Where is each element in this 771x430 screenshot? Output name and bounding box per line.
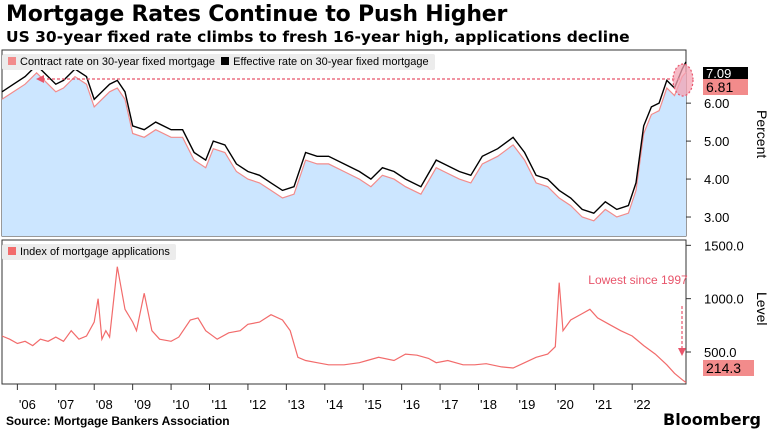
value-tag-contract: 6.81	[703, 79, 748, 95]
annotation-arrow-head	[678, 348, 686, 356]
legend-swatch-effective	[221, 57, 230, 65]
x-tick-label: '11	[212, 397, 228, 412]
x-tick-label: '13	[288, 397, 305, 412]
x-tick-label: '18	[480, 397, 497, 412]
effective-rate-line	[1, 61, 687, 214]
x-tick-label: '21	[595, 397, 612, 412]
bottom-y-tick-label: 1500.0	[704, 238, 744, 253]
applications-index-line	[1, 266, 687, 383]
x-tick-label: '10	[173, 397, 190, 412]
top-y-tick-label: 6.00	[704, 96, 729, 111]
bottom-y-axis-label: Level	[754, 292, 770, 326]
top-y-axis-label: Percent	[754, 110, 770, 159]
legend-label-applications: Index of mortgage applications	[20, 246, 170, 258]
bottom-plot-area	[1, 266, 687, 383]
x-tick-label: '17	[442, 397, 459, 412]
value-tag-applications: 214.3	[703, 360, 754, 376]
top-plot-area	[1, 61, 687, 237]
bottom-legend: Index of mortgage applications	[2, 244, 176, 260]
chart-subtitle: US 30-year fixed rate climbs to fresh 16…	[6, 28, 630, 46]
x-tick-label: '07	[57, 397, 74, 412]
x-tick-label: '12	[249, 397, 266, 412]
x-tick-label: '15	[365, 397, 382, 412]
legend-label-effective: Effective rate on 30-year fixed mortgage	[233, 56, 429, 68]
source-note: Source: Mortgage Bankers Association	[6, 414, 230, 428]
chart-title: Mortgage Rates Continue to Push Higher	[6, 2, 508, 27]
bottom-y-tick-label: 1000.0	[704, 292, 744, 307]
arrow-head	[36, 75, 44, 83]
x-tick-label: '08	[96, 397, 113, 412]
legend-label-contract: Contract rate on 30-year fixed mortgage	[20, 56, 216, 68]
contract-rate-area	[2, 72, 686, 237]
x-tick-label: '19	[518, 397, 535, 412]
bottom-y-tick-label: 500.0	[704, 345, 737, 360]
x-tick-label: '20	[557, 397, 574, 412]
lowest-since-annotation: Lowest since 1997	[588, 273, 688, 287]
bottom-panel-frame	[1, 239, 687, 385]
value-tag-effective: 7.09	[703, 67, 748, 81]
top-y-tick-label: 4.00	[704, 172, 729, 187]
x-axis: '06 '07 '08 '09 '10 '11 '12 '13 '14 '15 '16 '17 '18 '…	[16, 384, 651, 412]
top-legend: Contract rate on 30-year fixed mortgage …	[2, 54, 435, 70]
x-tick-label: '09	[134, 397, 151, 412]
legend-swatch-contract	[8, 57, 16, 65]
legend-swatch-applications	[8, 247, 16, 255]
x-tick-label: '14	[326, 397, 343, 412]
contract-rate-line	[1, 71, 687, 222]
top-y-tick-label: 3.00	[704, 210, 729, 225]
x-tick-label: '22	[634, 397, 651, 412]
top-y-axis: 3.00 4.00 5.00 6.00	[686, 96, 729, 225]
x-tick-label: '16	[403, 397, 420, 412]
bloomberg-logo: Bloomberg	[663, 410, 761, 429]
highlight-circle	[672, 63, 694, 97]
x-tick-label: '06	[19, 397, 36, 412]
top-y-tick-label: 5.00	[704, 134, 729, 149]
bottom-y-axis: 500.0 1000.0 1500.0	[686, 238, 744, 360]
